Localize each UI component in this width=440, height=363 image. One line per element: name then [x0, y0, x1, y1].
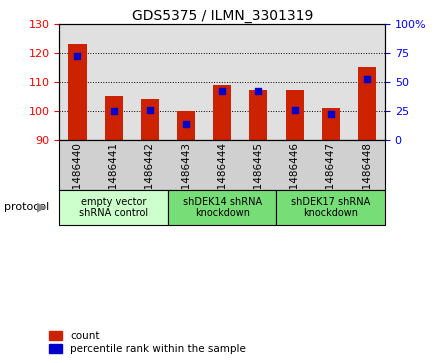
- Text: empty vector
shRNA control: empty vector shRNA control: [79, 197, 148, 218]
- Bar: [286, 90, 304, 140]
- Legend: count, percentile rank within the sample: count, percentile rank within the sample: [49, 331, 246, 354]
- Point: [291, 107, 298, 113]
- Point: [255, 88, 262, 94]
- Text: GSM1486443: GSM1486443: [181, 142, 191, 212]
- Bar: [141, 99, 159, 140]
- Bar: [276, 190, 385, 225]
- Text: GSM1486440: GSM1486440: [73, 142, 82, 212]
- Text: GSM1486441: GSM1486441: [109, 142, 119, 212]
- Bar: [249, 90, 268, 140]
- Text: protocol: protocol: [4, 203, 50, 212]
- Text: GSM1486446: GSM1486446: [290, 142, 300, 212]
- Text: ▶: ▶: [37, 201, 47, 214]
- Text: GSM1486448: GSM1486448: [362, 142, 372, 212]
- Bar: [213, 85, 231, 140]
- Text: shDEK14 shRNA
knockdown: shDEK14 shRNA knockdown: [183, 197, 262, 218]
- Bar: [105, 96, 123, 140]
- Bar: [358, 67, 376, 140]
- Point: [110, 108, 117, 114]
- Bar: [177, 111, 195, 140]
- Text: shDEK17 shRNA
knockdown: shDEK17 shRNA knockdown: [291, 197, 370, 218]
- Bar: [59, 190, 168, 225]
- Text: GSM1486442: GSM1486442: [145, 142, 155, 212]
- Bar: [168, 190, 276, 225]
- Point: [327, 111, 334, 117]
- Bar: [322, 108, 340, 140]
- Bar: [69, 44, 87, 140]
- Point: [183, 121, 190, 127]
- Text: GSM1486444: GSM1486444: [217, 142, 227, 212]
- Point: [147, 107, 154, 113]
- Point: [219, 88, 226, 94]
- Title: GDS5375 / ILMN_3301319: GDS5375 / ILMN_3301319: [132, 9, 313, 23]
- Point: [363, 77, 370, 82]
- Point: [74, 53, 81, 59]
- Text: GSM1486445: GSM1486445: [253, 142, 264, 212]
- Text: GSM1486447: GSM1486447: [326, 142, 336, 212]
